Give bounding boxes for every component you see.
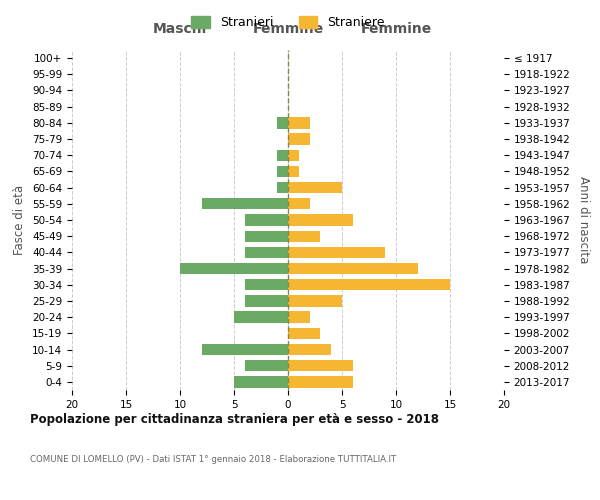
Bar (288, 214, 353, 226)
Bar (277, 117, 288, 128)
Bar (288, 134, 310, 144)
Bar (288, 182, 342, 194)
Bar (288, 279, 450, 290)
Bar (245, 230, 288, 242)
Bar (288, 198, 310, 209)
Y-axis label: Fasce di età: Fasce di età (13, 185, 26, 255)
Bar (245, 296, 288, 306)
Bar (234, 312, 288, 323)
Y-axis label: Anni di nascita: Anni di nascita (577, 176, 590, 264)
Bar (202, 344, 288, 355)
Bar (288, 150, 299, 161)
Bar (288, 246, 385, 258)
Bar (288, 117, 310, 128)
Bar (245, 279, 288, 290)
Bar (202, 198, 288, 209)
Text: COMUNE DI LOMELLO (PV) - Dati ISTAT 1° gennaio 2018 - Elaborazione TUTTITALIA.IT: COMUNE DI LOMELLO (PV) - Dati ISTAT 1° g… (30, 455, 396, 464)
Legend: Stranieri, Straniere: Stranieri, Straniere (186, 11, 390, 34)
Bar (288, 328, 320, 339)
Bar (288, 312, 310, 323)
Bar (180, 263, 288, 274)
Bar (277, 150, 288, 161)
Bar (288, 230, 320, 242)
Bar (245, 246, 288, 258)
Bar (288, 376, 353, 388)
Bar (245, 214, 288, 226)
Bar (277, 182, 288, 194)
Bar (277, 166, 288, 177)
Bar (288, 166, 299, 177)
Bar (288, 344, 331, 355)
Bar (245, 360, 288, 372)
Bar (234, 376, 288, 388)
Text: Popolazione per cittadinanza straniera per età e sesso - 2018: Popolazione per cittadinanza straniera p… (30, 412, 439, 426)
Bar (288, 360, 353, 372)
Text: Femmine: Femmine (361, 22, 431, 36)
Text: Maschi: Maschi (153, 22, 207, 36)
Bar (288, 263, 418, 274)
Bar (288, 296, 342, 306)
Text: Femmine: Femmine (253, 22, 323, 36)
